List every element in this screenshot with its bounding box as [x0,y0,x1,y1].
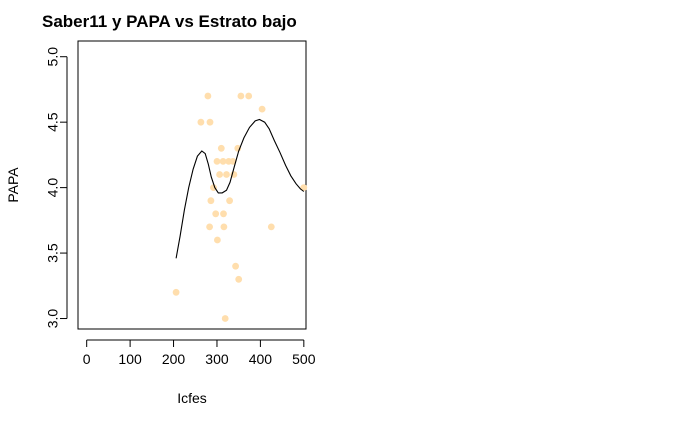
data-point [221,315,229,322]
y-tick-label: 4.0 [45,178,61,198]
data-point [217,144,225,152]
data-point [212,210,220,218]
data-point [206,118,214,126]
smooth-line [175,118,305,259]
data-point [267,223,275,231]
y-tick-label: 5.0 [45,47,61,67]
data-point [220,223,228,231]
x-axis: 0 100 200 300 400 500 [83,339,316,367]
data-point [229,158,237,165]
data-point [232,262,240,270]
data-point [226,197,234,205]
data-point [235,275,243,283]
data-point [258,105,266,113]
data-point [197,118,205,126]
x-tick-label: 500 [292,351,316,367]
data-point [213,158,221,165]
y-tick-label: 3.5 [45,243,61,263]
smooth-line-layer [175,118,305,259]
data-point [207,197,215,205]
x-axis-label: Icfes [177,390,207,406]
data-point [219,158,227,165]
x-tick-label: 400 [249,351,273,367]
data-point [300,184,308,192]
data-point [245,92,253,100]
plot-frame [77,40,307,330]
y-tick-label: 4.5 [45,112,61,132]
y-axis-label: PAPA [5,167,21,203]
x-tick-label: 100 [118,351,142,367]
data-point [172,288,180,296]
x-tick-label: 200 [162,351,186,367]
y-axis: 3.0 3.5 4.0 4.5 5.0 [45,47,68,329]
chart-title: Saber11 y PAPA vs Estrato bajo [42,12,297,31]
data-point [206,223,214,231]
data-point [214,236,221,244]
data-point [216,171,224,178]
y-tick-label: 3.0 [45,309,61,329]
data-point [210,184,217,192]
points-layer [172,92,308,322]
x-tick-label: 300 [205,351,229,367]
data-point [223,171,230,178]
data-point [220,210,227,218]
x-tick-label: 0 [83,351,91,367]
data-point [237,92,245,100]
data-point [204,92,212,100]
